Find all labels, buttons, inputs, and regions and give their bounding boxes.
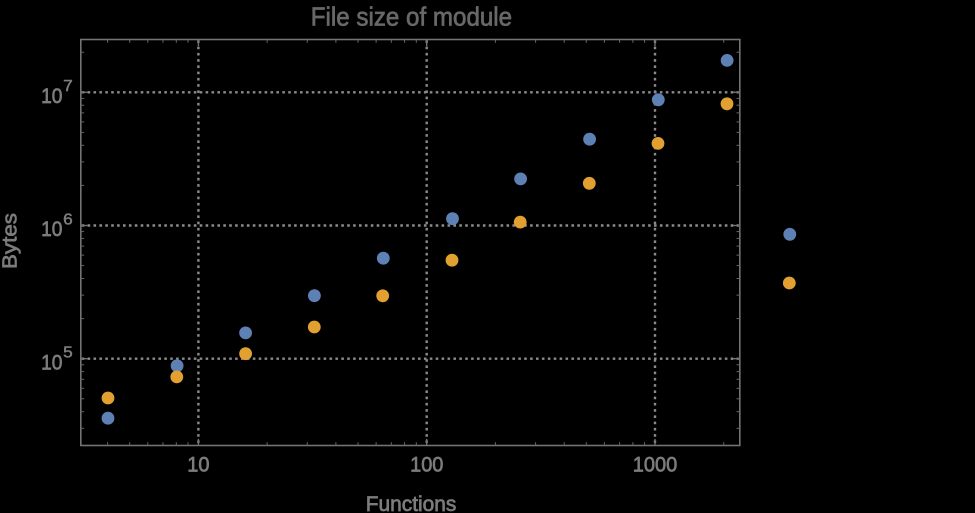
- svg-text:1000: 1000: [633, 452, 678, 476]
- svg-text:Functions: Functions: [366, 492, 457, 513]
- svg-text:6: 6: [63, 211, 73, 228]
- svg-text:Bytes: Bytes: [0, 213, 22, 269]
- svg-text:File size of module: File size of module: [311, 2, 512, 32]
- svg-text:10: 10: [41, 350, 62, 374]
- svg-text:10: 10: [41, 84, 62, 108]
- svg-text:10: 10: [41, 217, 62, 241]
- svg-text:5: 5: [63, 345, 73, 362]
- svg-text:7: 7: [63, 78, 73, 95]
- svg-text:100: 100: [410, 452, 443, 476]
- svg-text:10: 10: [187, 452, 209, 476]
